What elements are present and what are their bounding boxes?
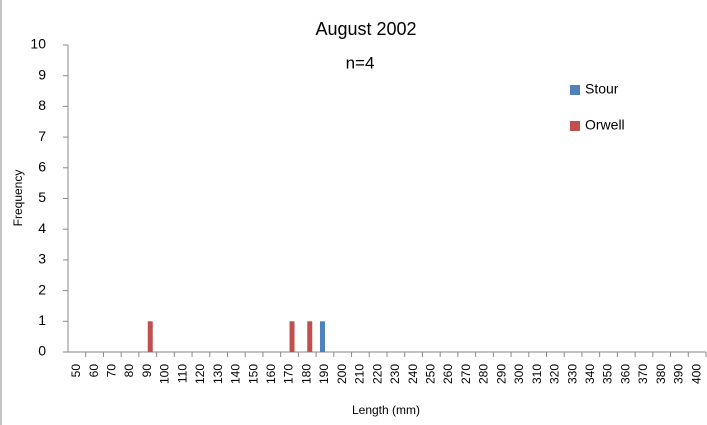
x-tick-label: 390 <box>672 364 686 384</box>
x-tick-label: 140 <box>229 364 243 384</box>
x-tick-label: 270 <box>459 364 473 384</box>
x-tick-label: 130 <box>211 364 225 384</box>
x-tick-label: 60 <box>87 364 101 378</box>
x-tick-label: 210 <box>353 364 367 384</box>
x-tick-label: 320 <box>548 364 562 384</box>
x-tick-label: 260 <box>441 364 455 384</box>
x-tick-label: 400 <box>689 364 703 384</box>
x-tick-label: 50 <box>69 364 83 378</box>
x-tick-label: 190 <box>317 364 331 384</box>
annotation: n=4 <box>346 53 375 72</box>
x-tick-label: 180 <box>299 364 313 384</box>
bar <box>147 321 153 352</box>
legend-label: Orwell <box>585 117 625 133</box>
x-tick-label: 310 <box>530 364 544 384</box>
x-tick-label: 330 <box>565 364 579 384</box>
y-tick-label: 1 <box>38 312 46 328</box>
bar <box>307 321 313 352</box>
x-tick-label: 90 <box>140 364 154 378</box>
x-tick-label: 100 <box>158 364 172 384</box>
y-tick-label: 7 <box>38 128 46 144</box>
y-tick-label: 8 <box>38 97 46 113</box>
y-tick-label: 4 <box>38 220 46 236</box>
x-tick-label: 120 <box>193 364 207 384</box>
y-tick-label: 9 <box>38 66 46 82</box>
x-tick-label: 280 <box>477 364 491 384</box>
legend-swatch <box>570 121 580 131</box>
x-tick-label: 70 <box>104 364 118 378</box>
x-tick-label: 200 <box>335 364 349 384</box>
bar <box>289 321 295 352</box>
x-tick-label: 240 <box>406 364 420 384</box>
x-tick-label: 340 <box>583 364 597 384</box>
chart-title: August 2002 <box>315 19 416 39</box>
y-tick-label: 3 <box>38 251 46 267</box>
x-tick-label: 300 <box>512 364 526 384</box>
y-tick-label: 5 <box>38 189 46 205</box>
y-axis-label: Frequency <box>11 170 25 227</box>
x-axis-label: Length (mm) <box>352 403 420 417</box>
y-tick-label: 10 <box>30 36 46 52</box>
x-tick-label: 360 <box>618 364 632 384</box>
x-tick-label: 380 <box>654 364 668 384</box>
x-tick-label: 350 <box>601 364 615 384</box>
x-tick-label: 230 <box>388 364 402 384</box>
x-tick-label: 160 <box>264 364 278 384</box>
x-tick-label: 150 <box>246 364 260 384</box>
legend-swatch <box>570 85 580 95</box>
y-tick-label: 6 <box>38 159 46 175</box>
x-tick-label: 170 <box>282 364 296 384</box>
x-tick-label: 80 <box>122 364 136 378</box>
legend-label: Stour <box>585 81 619 97</box>
x-tick-label: 110 <box>175 364 189 383</box>
y-tick-label: 0 <box>38 343 46 359</box>
bar <box>319 321 325 352</box>
x-tick-label: 250 <box>423 364 437 384</box>
x-tick-label: 220 <box>370 364 384 384</box>
x-tick-label: 370 <box>636 364 650 384</box>
x-tick-label: 290 <box>494 364 508 384</box>
y-tick-label: 2 <box>38 281 46 297</box>
